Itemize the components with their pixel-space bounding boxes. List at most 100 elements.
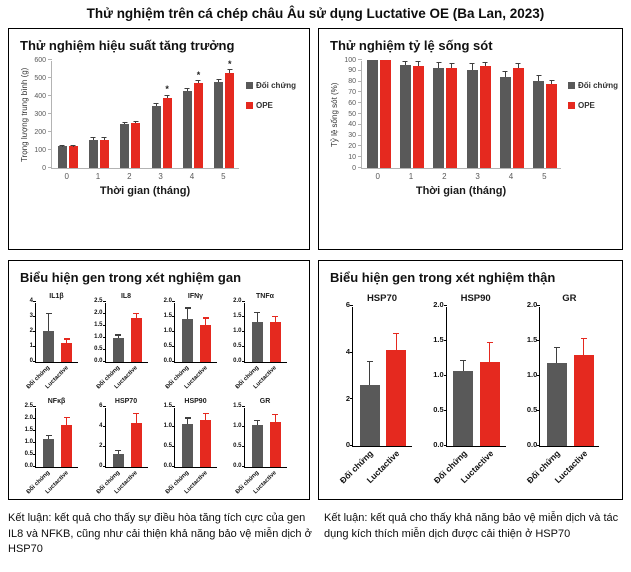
y-tick-mark xyxy=(172,466,175,467)
error-bar xyxy=(48,435,49,440)
y-tick-mark xyxy=(48,59,52,60)
bar-group xyxy=(83,61,114,168)
bar xyxy=(61,338,72,362)
error-bar xyxy=(205,414,206,420)
legend-item: OPE xyxy=(568,101,618,110)
gene-chart: IL1β 0 1 2 3 4 Đối chứng Luctactive xyxy=(20,293,90,393)
y-tick-label: 1.5 xyxy=(163,313,172,319)
bar xyxy=(182,61,192,168)
y-tick-mark xyxy=(102,313,106,314)
y-tick-label: 1.5 xyxy=(24,427,33,433)
bar-fill xyxy=(433,67,445,168)
y-tick-label: 4 xyxy=(29,298,33,304)
y-tick-mark xyxy=(241,446,245,447)
error-bar-cap xyxy=(272,315,278,317)
gene-title: HSP70 xyxy=(366,293,398,304)
survival-chart: Tỷ lệ sống sót (%) 0 10 20 30 40 50 60 70 80 90 100… xyxy=(330,57,618,198)
error-bar-cap xyxy=(195,80,201,82)
legend-label: Đối chứng xyxy=(256,81,297,90)
bar xyxy=(151,61,161,168)
error-bar-cap xyxy=(402,61,408,63)
plot-area: 0 2 4 6 xyxy=(99,403,148,469)
y-tick-label: 70 xyxy=(348,88,356,96)
y-tick-label: 2.0 xyxy=(233,298,242,304)
y-tick-mark xyxy=(48,131,52,132)
bar-fill xyxy=(386,350,407,446)
y-tick-label: 2.5 xyxy=(94,298,103,304)
y-tick-mark xyxy=(33,301,36,302)
bar xyxy=(182,307,193,362)
bar-group xyxy=(395,61,428,168)
y-tick-label: 4 xyxy=(99,423,103,429)
y-tick-mark xyxy=(33,430,36,431)
x-tick-label: 2 xyxy=(442,172,447,181)
legend-item: OPE xyxy=(246,101,296,110)
error-bar xyxy=(187,308,188,319)
y-tick-mark xyxy=(358,123,362,125)
error-bar xyxy=(166,95,168,98)
gene-title: GR xyxy=(259,398,271,405)
significance-marker: * xyxy=(165,84,169,95)
error-bar-cap xyxy=(254,419,260,421)
bar xyxy=(61,417,72,467)
y-tick-label: 30 xyxy=(348,132,356,140)
y-tick-label: 0.5 xyxy=(163,443,172,449)
y-tick-mark xyxy=(102,325,106,326)
x-axis-label: Thời gian (tháng) xyxy=(99,185,191,197)
plot-area: 0 1 2 3 4 xyxy=(30,298,78,364)
y-tick-label: 80 xyxy=(348,78,356,86)
bar-fill xyxy=(61,342,72,362)
y-tick-label: 1.5 xyxy=(433,335,444,345)
bar xyxy=(112,449,124,467)
y-tick-label: 0 xyxy=(345,440,350,450)
gene-chart: HSP90 0.0 0.5 1.0 1.5 Đối chứng Luctactive xyxy=(159,398,229,498)
legend-swatch xyxy=(568,102,575,109)
y-tick-label: 200 xyxy=(34,128,46,136)
bar-fill xyxy=(412,66,424,168)
bar-fill xyxy=(182,423,193,467)
y-tick-mark xyxy=(102,426,106,427)
y-tick-label: 1.0 xyxy=(94,334,103,340)
y-tick-mark xyxy=(172,406,175,407)
y-tick-mark xyxy=(537,410,541,411)
bar-fill xyxy=(546,83,558,168)
y-tick-label: 6 xyxy=(99,403,103,409)
y-tick-mark xyxy=(241,426,245,427)
bar-fill xyxy=(251,322,263,362)
gene-title: GR xyxy=(562,293,577,304)
gene-chart: IFNγ 0.0 0.5 1.0 1.5 2.0 Đối chứng Luctactive xyxy=(159,293,229,393)
y-tick-label: 40 xyxy=(348,121,356,129)
gene-chart: HSP90 0.0 0.5 1.0 1.5 2.0 Đối chứng Luctactive xyxy=(424,293,518,491)
y-tick-mark xyxy=(33,418,36,419)
y-tick-label: 2.0 xyxy=(433,300,444,310)
y-tick-mark xyxy=(241,301,245,302)
legend-swatch xyxy=(568,82,575,89)
error-bar xyxy=(187,418,188,424)
error-bar-cap xyxy=(469,63,475,65)
liver-gene-panel: Biểu hiện gen trong xét nghiệm gan IL1β 0… xyxy=(8,260,310,500)
y-tick-mark xyxy=(33,346,36,347)
y-tick-label: 0.0 xyxy=(233,358,242,364)
error-bar xyxy=(517,64,519,68)
bar xyxy=(366,60,378,168)
gene-title: HSP90 xyxy=(460,293,491,304)
gene-title: HSP70 xyxy=(114,398,138,405)
bar xyxy=(379,60,391,168)
y-tick-mark xyxy=(537,445,541,446)
error-bar xyxy=(197,81,199,84)
plot-area: 0 100 200 300 400 500 600 * * * xyxy=(34,57,239,172)
legend-swatch xyxy=(246,102,253,109)
error-bar xyxy=(471,64,473,70)
growth-panel-title: Thử nghiệm hiệu suất tăng trưởng xyxy=(20,38,235,53)
bar-fill xyxy=(151,105,161,168)
y-tick-mark xyxy=(172,316,175,317)
bar xyxy=(68,61,78,168)
bar xyxy=(546,346,567,446)
y-tick-mark xyxy=(358,156,362,158)
legend: Đối chứng OPE xyxy=(246,81,296,110)
error-bar-cap xyxy=(515,63,521,65)
bar-fill xyxy=(130,317,142,362)
bar xyxy=(130,412,142,467)
bar xyxy=(359,360,380,446)
x-label-row: Đối chứng Luctactive xyxy=(165,363,217,393)
